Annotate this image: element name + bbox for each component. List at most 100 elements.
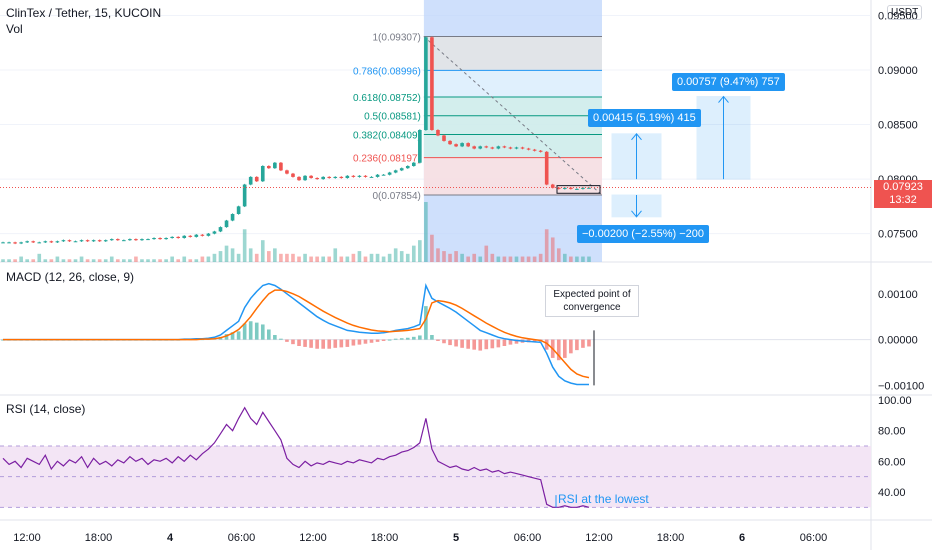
volume-bar <box>230 248 235 262</box>
price-tick-label: 0.09000 <box>878 65 918 77</box>
candle-body <box>200 234 205 236</box>
candle-body <box>43 241 48 243</box>
macd-plot <box>0 282 871 386</box>
candle-body <box>508 147 513 149</box>
candle-body <box>484 146 489 148</box>
volume-bar <box>200 256 205 262</box>
volume-bar <box>91 259 96 262</box>
macd-tick-label: 0.00000 <box>878 335 918 347</box>
candle-body <box>212 231 217 234</box>
macd-histogram-bar <box>478 339 483 351</box>
candle-body <box>399 168 404 171</box>
volume-bar <box>345 256 350 262</box>
volume-bar <box>556 248 561 262</box>
volume-bar <box>315 256 319 262</box>
macd-histogram-bar <box>575 339 579 351</box>
time-tick-label: 06:00 <box>800 532 828 544</box>
macd-histogram-bar <box>333 339 338 348</box>
rsi-line <box>2 406 590 508</box>
rsi-tick-label: 100.00 <box>878 395 912 407</box>
fib-band <box>423 134 602 158</box>
candle-body <box>538 150 543 152</box>
measure-tools[interactable] <box>556 95 751 218</box>
rsi-tick-label: 80.00 <box>878 426 906 438</box>
volume-title[interactable]: Vol <box>6 22 23 36</box>
volume-bar <box>303 253 307 262</box>
volume-bar <box>37 253 42 262</box>
macd-histogram-bar <box>472 339 477 350</box>
callout-line-1: Expected point of <box>553 289 631 300</box>
volume-bar <box>490 253 495 262</box>
candle-body <box>526 148 531 150</box>
fib-band <box>423 97 602 116</box>
candle-body <box>502 146 507 148</box>
candle-body <box>550 184 555 188</box>
macd-histogram-bar <box>224 334 229 340</box>
candle-body <box>248 176 253 185</box>
macd-title[interactable]: MACD (12, 26, close, 9) <box>6 270 135 284</box>
macd-histogram-bar <box>532 339 537 342</box>
candle-body <box>472 146 477 149</box>
measure-arrow-head <box>718 95 729 103</box>
candle-body <box>532 149 537 151</box>
macd-histogram-bar <box>502 339 507 346</box>
candle-body <box>285 170 289 174</box>
candle-body <box>218 227 223 232</box>
measure-label-up-big[interactable]: 0.00757 (9.47%) 757 <box>672 73 785 91</box>
time-tick-label: 4 <box>167 532 174 544</box>
macd-histogram-bar <box>496 339 501 348</box>
candle-body <box>146 239 150 241</box>
time-tick-label: 18:00 <box>657 532 685 544</box>
candle-body <box>327 176 332 178</box>
macd-histogram-bar <box>393 338 398 340</box>
measure-label-up-small[interactable]: 0.00415 (5.19%) 415 <box>588 109 701 127</box>
macd-histogram-bar <box>327 339 332 349</box>
candle-body <box>140 239 144 241</box>
symbol-title[interactable]: ClinTex / Tether, 15, KUCOIN <box>6 6 162 20</box>
fib-band <box>423 70 602 98</box>
volume-bar <box>1 259 5 262</box>
time-tick-label: 6 <box>739 532 745 544</box>
volume-bar <box>351 253 356 262</box>
convergence-callout[interactable]: Expected point of convergence <box>545 285 639 317</box>
macd-histogram-bar <box>544 339 549 350</box>
volume-bar <box>158 259 162 262</box>
volume-bar <box>79 256 84 262</box>
candle-body <box>387 172 392 175</box>
volume-bar <box>25 259 29 262</box>
candle-body <box>230 214 235 221</box>
volume-bar <box>544 229 549 262</box>
volume-bar <box>393 248 398 262</box>
candle-body <box>152 238 156 240</box>
candle-body <box>13 242 17 244</box>
volume-bar <box>484 245 489 262</box>
rsi-title[interactable]: RSI (14, close) <box>6 402 86 416</box>
fib-level-label: 0.618(0.08752) <box>353 93 421 104</box>
bar-countdown: 13:32 <box>889 194 917 206</box>
volume-bar <box>321 256 325 262</box>
signal-line <box>3 289 590 379</box>
macd-histogram-bar <box>351 339 356 346</box>
volume-bar <box>520 256 525 262</box>
price-tick-label: 0.08500 <box>878 120 918 132</box>
volume-bar <box>466 256 470 262</box>
candle-body <box>128 239 132 241</box>
measure-label-down[interactable]: −0.00200 (−2.55%) −200 <box>577 225 710 243</box>
candle-body <box>236 206 241 214</box>
candle-body <box>273 162 277 169</box>
fib-level-label: 0.236(0.08197) <box>353 154 421 165</box>
volume-bar <box>49 259 54 262</box>
candle-body <box>369 176 374 178</box>
volume-bar <box>152 259 156 262</box>
candle-body <box>91 240 96 242</box>
candle-body <box>418 130 422 163</box>
candle-body <box>460 143 464 147</box>
currency-badge[interactable]: USDT <box>887 5 923 20</box>
volume-bar <box>212 253 217 262</box>
candle-body <box>363 175 368 177</box>
fibonacci-retracement[interactable]: 1(0.09307) 0.786(0.08996) 0.618(0.08752) 0.… <box>353 0 603 262</box>
volume-bar <box>19 256 23 262</box>
rsi-lowest-annotation[interactable]: RSI at the lowest <box>558 492 649 506</box>
macd-histogram-bar <box>230 332 235 340</box>
